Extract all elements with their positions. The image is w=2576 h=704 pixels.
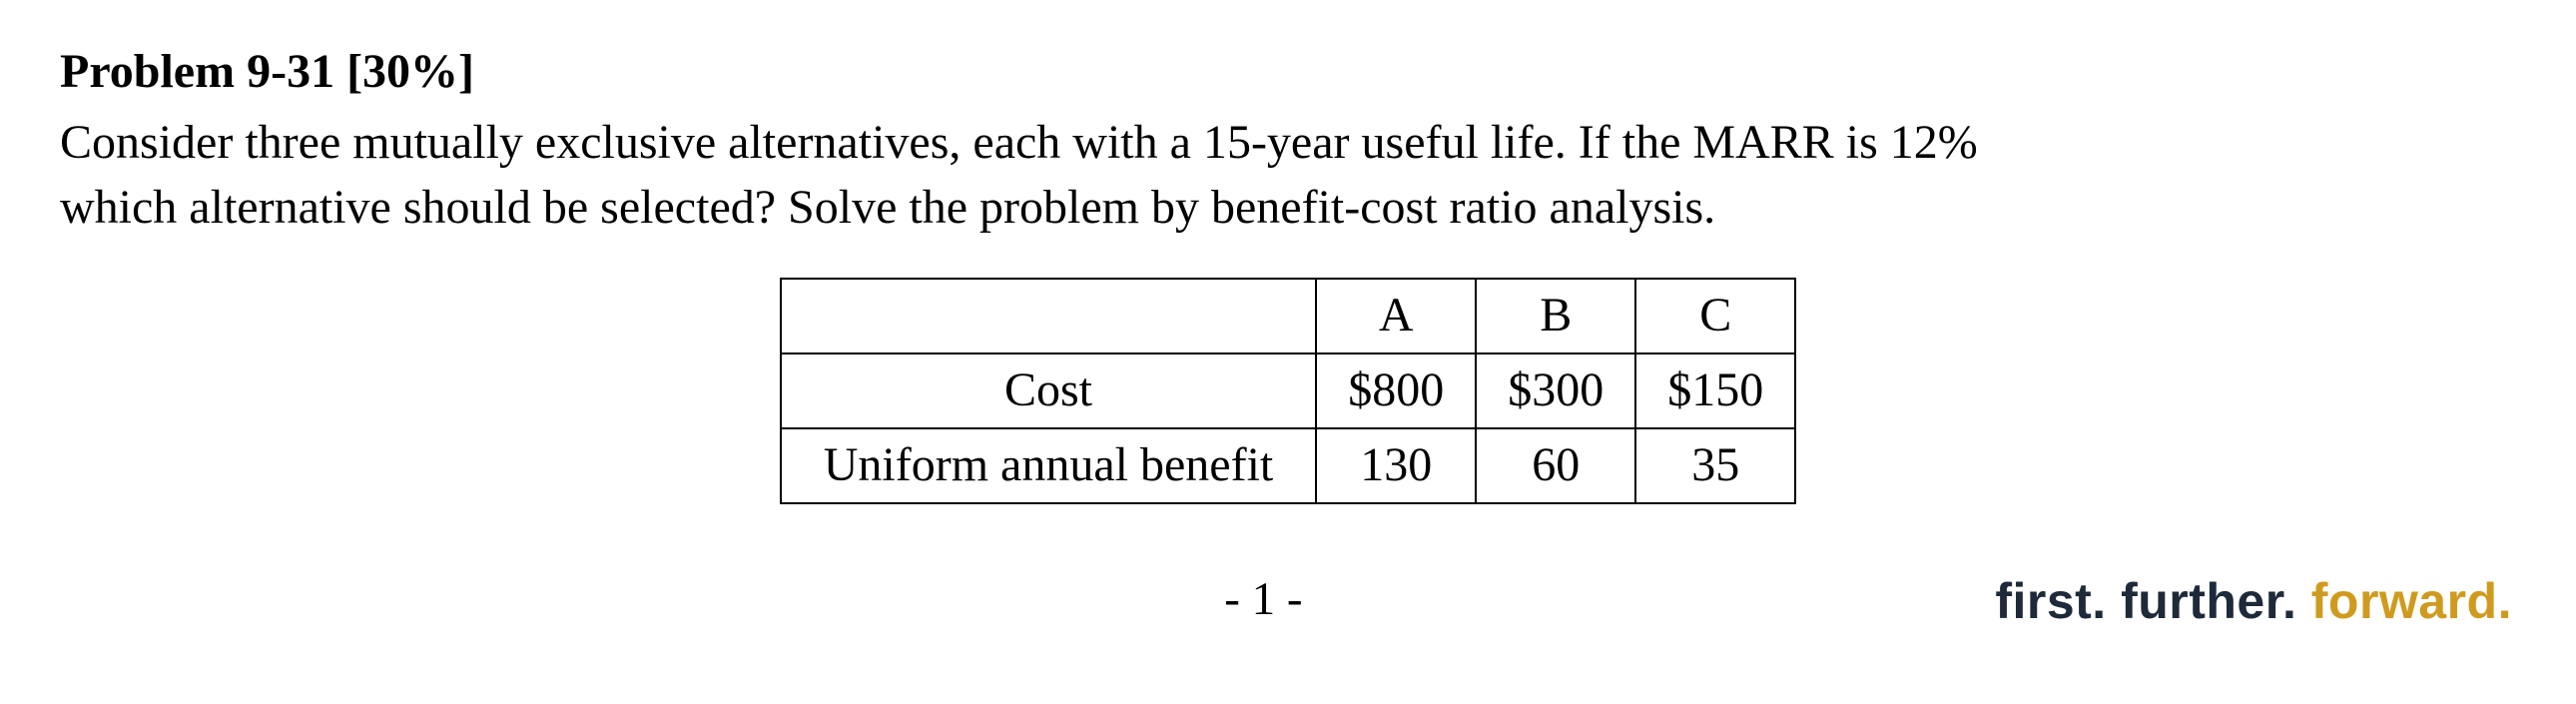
- table-cell: 130: [1316, 428, 1476, 503]
- alternatives-table: A B C Cost $800 $300 $150 Uniform annual…: [780, 278, 1797, 503]
- table-cell: 60: [1476, 428, 1635, 503]
- table-row: Cost $800 $300 $150: [781, 353, 1796, 428]
- table-cell: $300: [1476, 353, 1635, 428]
- body-line-2: which alternative should be selected? So…: [60, 181, 1715, 234]
- problem-heading: Problem 9-31 [30%]: [60, 40, 2516, 105]
- table-col-c: C: [1635, 279, 1795, 353]
- table-col-b: B: [1476, 279, 1635, 353]
- heading-text: Problem 9-31 [30%]: [60, 45, 474, 98]
- table-row-label: Cost: [781, 353, 1317, 428]
- table-row: Uniform annual benefit 130 60 35: [781, 428, 1796, 503]
- table-header-row: A B C: [781, 279, 1796, 353]
- page-number: - 1 -: [1224, 568, 1302, 631]
- problem-body: Consider three mutually exclusive altern…: [60, 111, 2516, 241]
- tagline: first. further. forward.: [1995, 568, 2512, 636]
- table-row-label: Uniform annual benefit: [781, 428, 1317, 503]
- table-cell: $800: [1316, 353, 1476, 428]
- body-line-1: Consider three mutually exclusive altern…: [60, 116, 1978, 169]
- table-col-a: A: [1316, 279, 1476, 353]
- table-blank-header: [781, 279, 1317, 353]
- table-cell: $150: [1635, 353, 1795, 428]
- tagline-word-3: forward.: [2311, 573, 2512, 629]
- tagline-word-1: first.: [1995, 573, 2106, 629]
- table-cell: 35: [1635, 428, 1795, 503]
- tagline-word-2: further.: [2121, 573, 2296, 629]
